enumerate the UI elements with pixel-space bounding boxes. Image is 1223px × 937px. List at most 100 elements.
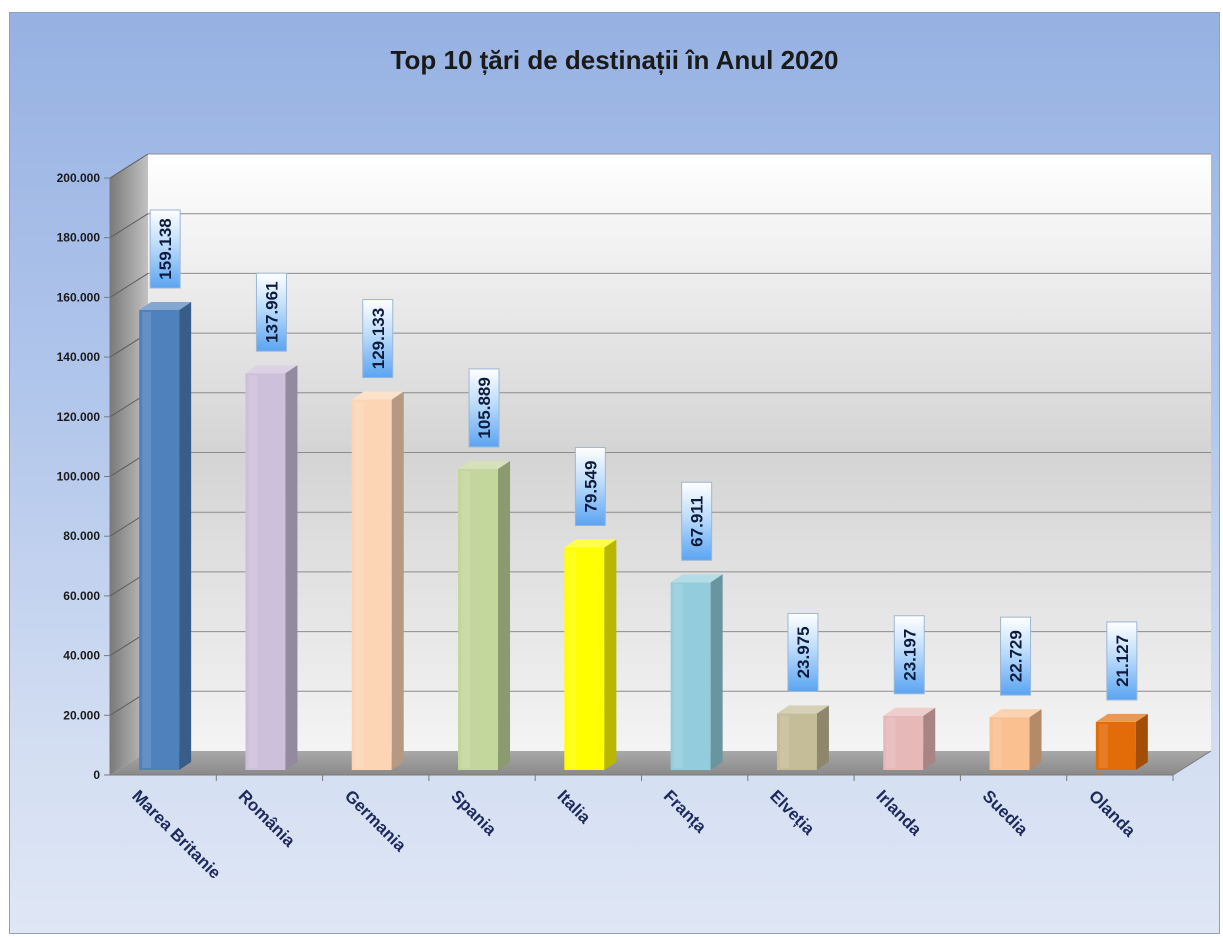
bar-front <box>564 547 605 770</box>
bar-front <box>989 717 1030 770</box>
data-label-text: 159.138 <box>156 218 175 279</box>
bar-highlight <box>354 401 364 768</box>
y-tick-label: 20.000 <box>63 708 100 722</box>
data-label-text: 23.975 <box>794 626 813 678</box>
data-label-text: 21.127 <box>1113 635 1132 687</box>
data-label-box <box>149 209 181 289</box>
chart-title: Top 10 țări de destinații în Anul 2020 <box>390 45 839 75</box>
category-label: România <box>235 786 300 851</box>
bar-side <box>1135 713 1148 770</box>
bar-front <box>883 715 924 770</box>
category-label: Irlanda <box>872 786 925 839</box>
bar-front <box>670 582 711 770</box>
chart-plot: 0 20.000 40.000 60.000 80.000 100.000 120.000 1… <box>57 153 1212 883</box>
bar <box>989 709 1042 770</box>
bar-side <box>923 707 936 770</box>
y-tick-label: 40.000 <box>63 649 100 663</box>
data-label-box <box>255 272 287 352</box>
y-tick-label: 140.000 <box>57 350 101 364</box>
bar-side <box>604 539 617 770</box>
y-tick-label: 0 <box>93 768 100 782</box>
bar <box>670 574 723 770</box>
gridline-side <box>109 272 149 298</box>
data-label-box <box>893 615 925 695</box>
bar-highlight <box>886 717 896 768</box>
y-tick-label: 100.000 <box>57 470 101 484</box>
bar <box>776 705 829 770</box>
bar-highlight <box>779 715 789 768</box>
category-label: Suedia <box>979 786 1032 839</box>
gridline-side <box>109 213 149 239</box>
bar-top <box>989 709 1042 718</box>
bar-side <box>816 705 829 770</box>
category-label: Spania <box>447 786 500 839</box>
bar <box>139 301 192 770</box>
y-tick-label: 160.000 <box>57 290 101 304</box>
bar-highlight <box>142 311 152 768</box>
bar-top <box>776 705 829 714</box>
bar <box>883 707 936 770</box>
bar-top <box>883 707 936 716</box>
category-label: Elveția <box>766 786 819 839</box>
y-tick-label: 60.000 <box>63 589 100 603</box>
bar-highlight <box>248 375 258 768</box>
bar-side <box>391 391 404 770</box>
data-label-box <box>681 481 713 561</box>
bar-highlight <box>1098 723 1108 768</box>
category-label: Italia <box>554 786 595 827</box>
bar-front <box>351 399 392 770</box>
data-label: 105.889 <box>468 368 500 448</box>
bar-highlight <box>461 470 471 768</box>
bar-top <box>564 539 617 548</box>
data-label: 137.961 <box>255 272 287 352</box>
bar-front <box>1095 721 1136 770</box>
bar-top <box>458 460 511 469</box>
gridline-side <box>109 153 149 179</box>
data-label: 23.975 <box>787 612 819 692</box>
bar-highlight <box>992 719 1002 768</box>
bar-side <box>285 365 298 770</box>
bar <box>458 460 511 770</box>
bar-top <box>670 574 723 583</box>
y-tick-label: 200.000 <box>57 171 101 185</box>
bar-side <box>179 301 192 770</box>
data-label: 129.133 <box>362 299 394 379</box>
category-label: Olanda <box>1085 786 1140 841</box>
chart-frame: Top 10 țări de destinații în Anul 2020 <box>9 12 1220 934</box>
bar <box>351 391 404 770</box>
data-label-text: 129.133 <box>369 308 388 369</box>
bar-highlight <box>567 549 577 768</box>
y-tick-label: 120.000 <box>57 410 101 424</box>
y-tick-label: 180.000 <box>57 231 101 245</box>
data-label: 23.197 <box>893 615 925 695</box>
data-label: 79.549 <box>574 447 606 527</box>
data-label: 159.138 <box>149 209 181 289</box>
bar-front <box>245 373 286 770</box>
bar-side <box>710 574 723 770</box>
data-label-text: 23.197 <box>900 629 919 681</box>
category-label: Franța <box>660 786 711 837</box>
floor-edge <box>1172 750 1212 776</box>
data-label-box <box>787 612 819 692</box>
data-label: 67.911 <box>681 481 713 561</box>
bar <box>564 539 617 770</box>
data-label: 21.127 <box>1106 621 1138 701</box>
bar-highlight <box>673 584 683 768</box>
bar-top <box>245 365 298 374</box>
data-label-text: 79.549 <box>581 461 600 513</box>
data-label: 22.729 <box>1000 616 1032 696</box>
data-label-box <box>1106 621 1138 701</box>
bar-side <box>1029 709 1042 770</box>
category-label: Marea Britanie <box>128 786 224 882</box>
bar-top <box>139 301 192 310</box>
bar <box>245 365 298 770</box>
bar-top <box>1095 713 1148 722</box>
bar-front <box>776 713 817 770</box>
bar-front <box>458 468 499 770</box>
y-tick-label: 80.000 <box>63 529 100 543</box>
data-label-text: 105.889 <box>475 377 494 438</box>
data-label-box <box>468 368 500 448</box>
category-label: Germania <box>341 786 410 855</box>
bar-front <box>139 309 180 770</box>
data-label-text: 22.729 <box>1007 630 1026 682</box>
